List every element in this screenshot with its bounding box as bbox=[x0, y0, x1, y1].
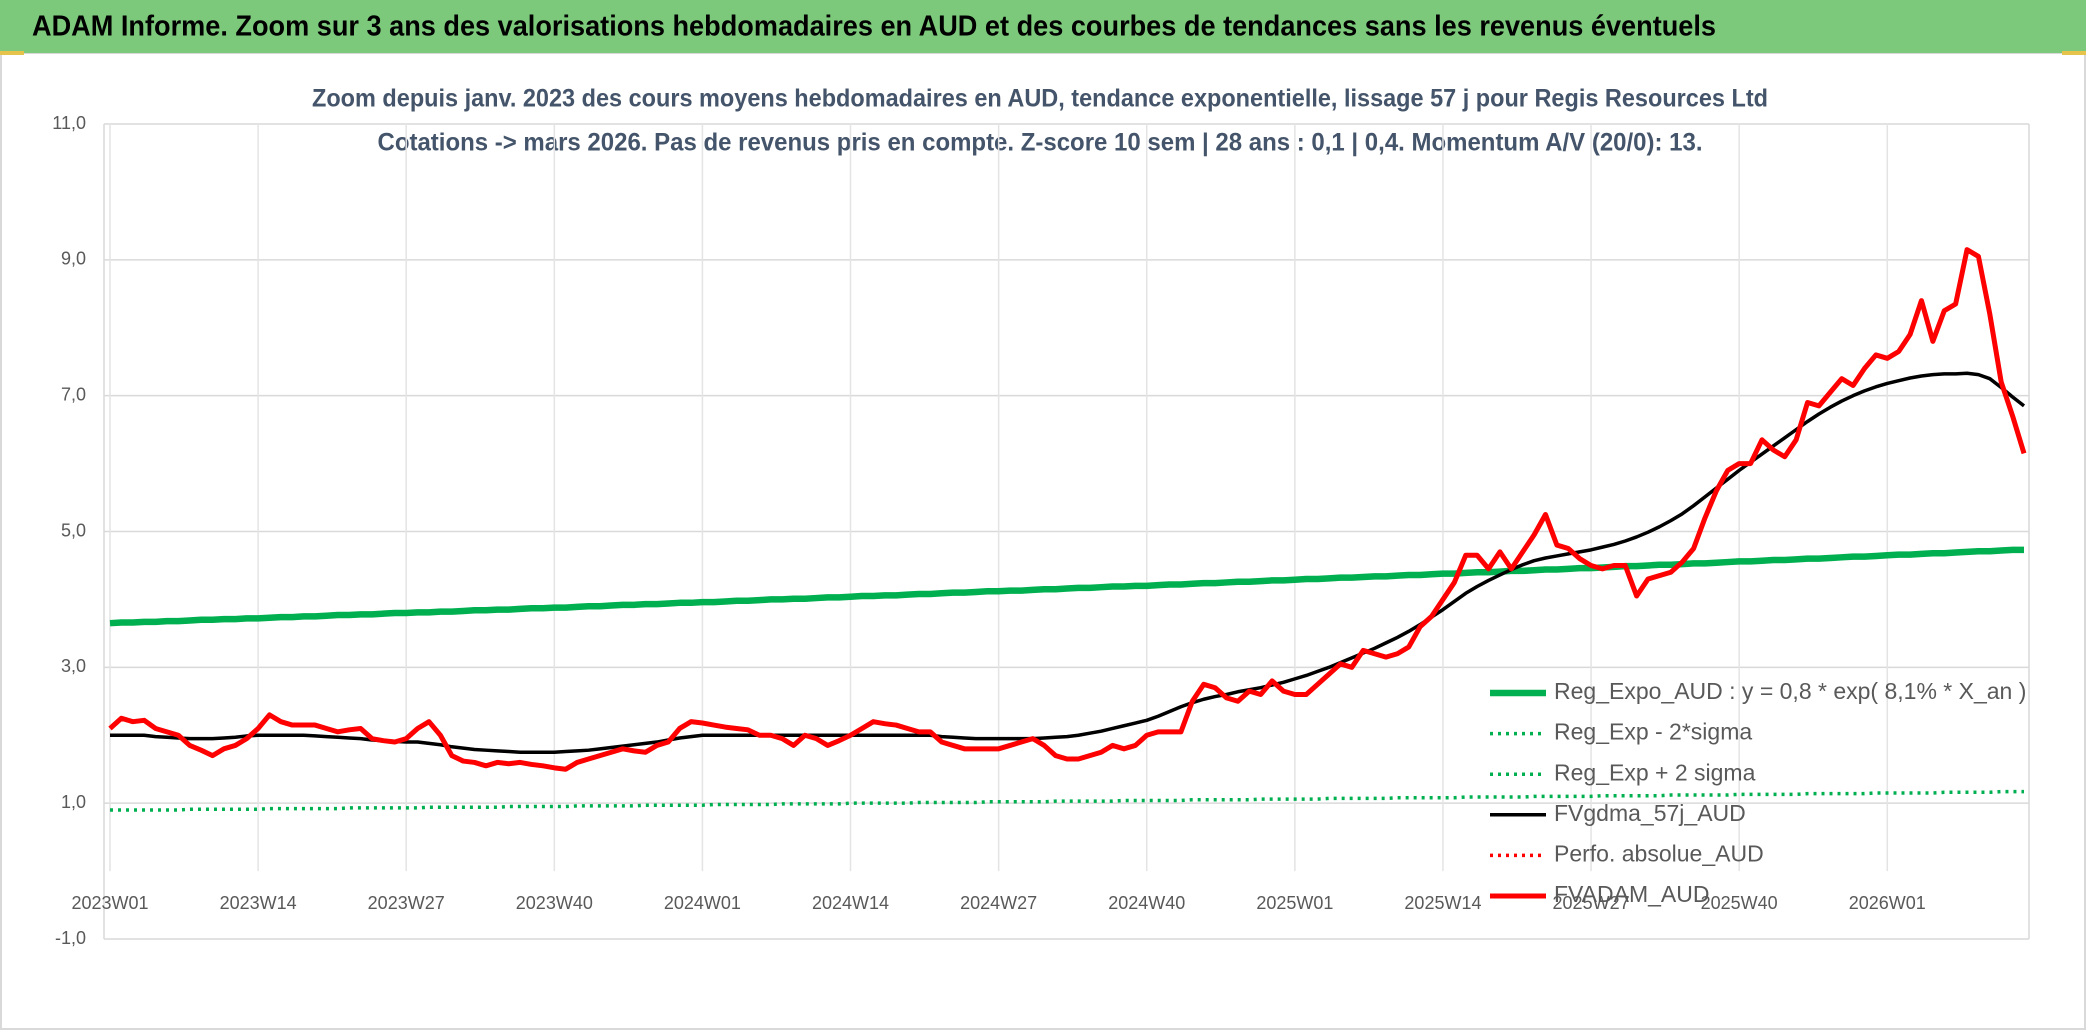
chart-subtitle: Cotations -> mars 2026. Pas de revenus p… bbox=[378, 129, 1703, 157]
y-tick-label: 11,0 bbox=[52, 113, 86, 133]
x-tick-label: 2023W01 bbox=[71, 893, 148, 913]
x-tick-label: 2025W14 bbox=[1404, 893, 1481, 913]
x-tick-label: 2024W27 bbox=[960, 893, 1037, 913]
y-tick-label: 5,0 bbox=[61, 520, 86, 540]
series-line bbox=[110, 371, 2026, 754]
x-tick-label: 2025W01 bbox=[1256, 893, 1333, 913]
legend: Reg_Expo_AUD : y = 0,8 * exp( 8,1% * X_a… bbox=[1490, 678, 2026, 907]
x-tick-label: 2024W40 bbox=[1108, 893, 1185, 913]
x-tick-label: 2023W14 bbox=[220, 893, 297, 913]
legend-label: FVgdma_57j_AUD bbox=[1554, 800, 1746, 826]
y-tick-label: 1,0 bbox=[61, 792, 86, 812]
legend-label: Reg_Exp + 2 sigma bbox=[1554, 759, 1756, 785]
x-tick-label: 2026W01 bbox=[1849, 893, 1926, 913]
x-tick-label: 2025W27 bbox=[1553, 893, 1630, 913]
x-tick-label: 2024W14 bbox=[812, 893, 889, 913]
x-tick-label: 2025W40 bbox=[1701, 893, 1778, 913]
header-accent bbox=[0, 51, 24, 55]
legend-label: Reg_Expo_AUD : y = 0,8 * exp( 8,1% * X_a… bbox=[1554, 678, 2026, 704]
x-tick-label: 2023W27 bbox=[368, 893, 445, 913]
legend-label: Perfo. absolue_AUD bbox=[1554, 840, 1764, 866]
series-line bbox=[108, 247, 2027, 772]
grid bbox=[103, 123, 2030, 940]
chart-title: Zoom depuis janv. 2023 des cours moyens … bbox=[312, 85, 1768, 113]
header-title: ADAM Informe. Zoom sur 3 ans des valoris… bbox=[32, 11, 1716, 43]
header-bar bbox=[0, 0, 2086, 53]
y-tick-label: -1,0 bbox=[55, 928, 86, 948]
plot-area bbox=[108, 247, 2027, 812]
x-tick-label: 2024W01 bbox=[664, 893, 741, 913]
legend-label: FVADAM_AUD bbox=[1554, 881, 1710, 907]
legend-label: Reg_Exp - 2*sigma bbox=[1554, 719, 1752, 745]
y-tick-label: 9,0 bbox=[61, 249, 86, 269]
axis-labels: -1,0 1,0 3,0 5,0 7,0 9,0 11,0 2023W01 2023W14 202… bbox=[52, 113, 1926, 948]
x-tick-label: 2023W40 bbox=[516, 893, 593, 913]
header-accent bbox=[2062, 51, 2086, 55]
y-tick-label: 3,0 bbox=[61, 656, 86, 676]
y-tick-label: 7,0 bbox=[61, 384, 86, 404]
series-line bbox=[109, 546, 2024, 627]
